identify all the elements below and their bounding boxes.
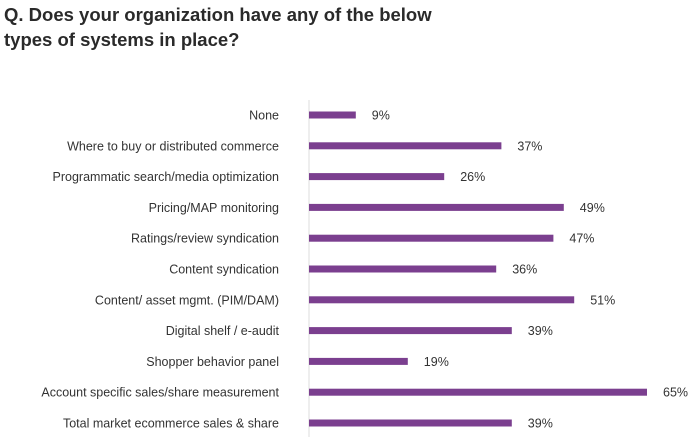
value-label: 36%: [512, 263, 537, 277]
value-label: 49%: [580, 201, 605, 215]
bar: [309, 142, 502, 150]
value-label: 37%: [517, 139, 542, 153]
category-label: Programmatic search/media optimization: [53, 170, 280, 184]
bar: [309, 265, 497, 273]
value-label: 19%: [424, 355, 449, 369]
value-label: 51%: [590, 293, 615, 307]
bar: [309, 419, 512, 427]
category-label: Account specific sales/share measurement: [41, 386, 279, 400]
bar: [309, 357, 408, 365]
chart-title: Q. Does your organization have any of th…: [4, 4, 432, 50]
value-label: 47%: [569, 232, 594, 246]
value-label: 65%: [663, 386, 688, 400]
category-label: Total market ecommerce sales & share: [63, 417, 279, 431]
category-label: None: [249, 109, 279, 123]
bar: [309, 203, 564, 211]
category-label: Digital shelf / e-audit: [166, 324, 280, 338]
value-label: 9%: [372, 109, 390, 123]
category-label: Ratings/review syndication: [131, 232, 279, 246]
bar: [309, 388, 647, 396]
value-label: 39%: [528, 324, 553, 338]
value-label: 39%: [528, 417, 553, 431]
category-label: Shopper behavior panel: [146, 355, 279, 369]
bar: [309, 234, 554, 242]
category-label: Content syndication: [169, 263, 279, 277]
bar: [309, 111, 356, 119]
value-label: 26%: [460, 170, 485, 184]
bar: [309, 327, 512, 335]
bar: [309, 173, 445, 181]
category-label: Pricing/MAP monitoring: [149, 201, 279, 215]
category-label: Where to buy or distributed commerce: [67, 139, 279, 153]
bar: [309, 296, 575, 304]
category-label: Content/ asset mgmt. (PIM/DAM): [95, 293, 279, 307]
